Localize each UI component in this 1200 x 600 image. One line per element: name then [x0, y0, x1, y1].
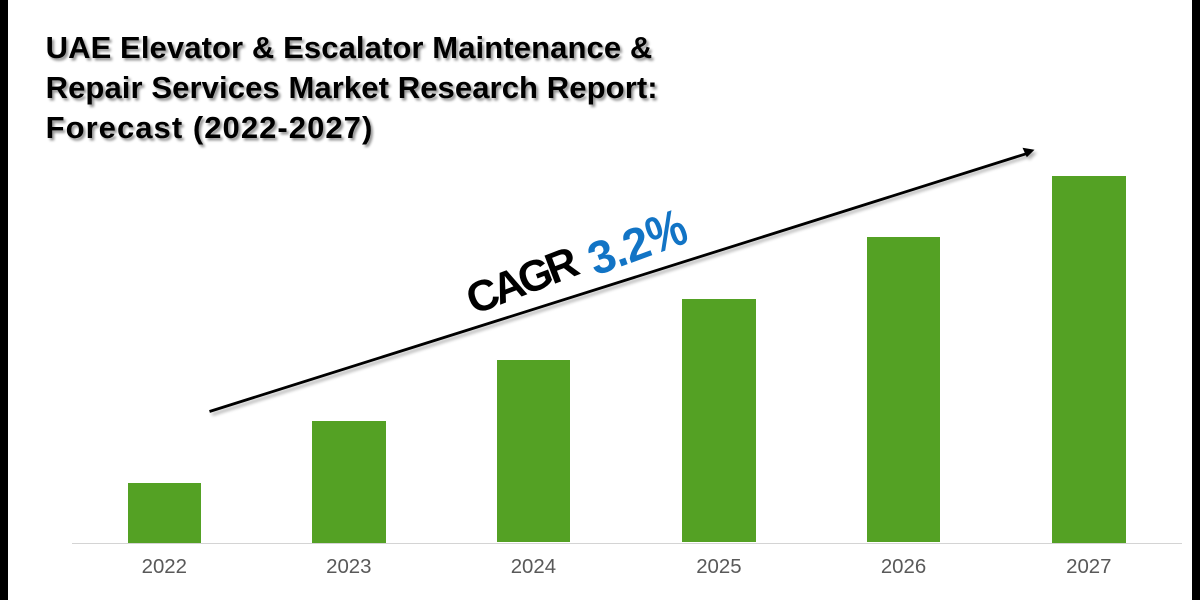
svg-text:3.2%: 3.2%	[579, 198, 693, 287]
